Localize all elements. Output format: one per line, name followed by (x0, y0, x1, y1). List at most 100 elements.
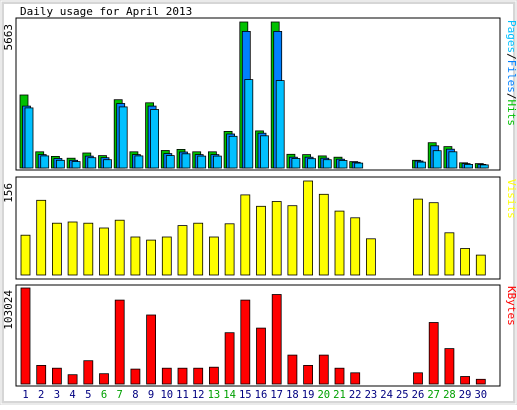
bar-pages-day-8 (134, 155, 144, 169)
day-label-16: 16 (255, 389, 268, 401)
bar-visits-day-15 (240, 194, 251, 276)
day-label-18: 18 (286, 389, 299, 401)
bar-pages-day-12 (197, 155, 207, 169)
bar-kbytes-day-13 (208, 366, 219, 385)
bar-kbytes-day-6 (99, 373, 109, 385)
bar-pages-day-27 (432, 150, 442, 169)
hits-panel-legend-part-1: / (505, 53, 517, 60)
bar-kbytes-day-16 (256, 327, 266, 385)
bar-pages-day-16 (260, 135, 269, 169)
bar-kbytes-day-1 (20, 287, 31, 385)
bar-pages-day-7 (118, 106, 128, 169)
hits-panel-max-label: 5663 (2, 24, 15, 51)
bar-kbytes-day-22 (350, 372, 361, 385)
day-label-6: 6 (101, 389, 107, 401)
day-label-4: 4 (69, 389, 75, 401)
day-label-30: 30 (474, 389, 487, 401)
bar-kbytes-day-3 (52, 367, 62, 385)
bar-pages-day-6 (103, 159, 112, 169)
day-label-13: 13 (208, 389, 221, 401)
bar-pages-day-13 (212, 155, 222, 169)
bar-visits-day-2 (36, 199, 47, 276)
bar-kbytes-day-8 (130, 368, 141, 385)
bar-kbytes-day-18 (287, 354, 298, 385)
bar-visits-day-20 (318, 193, 329, 276)
day-label-19: 19 (302, 389, 315, 401)
bar-visits-day-19 (303, 180, 314, 276)
bar-visits-day-8 (130, 236, 141, 276)
day-label-7: 7 (117, 389, 123, 401)
bar-pages-day-15 (244, 79, 254, 169)
day-label-2: 2 (38, 389, 44, 401)
bar-kbytes-day-28 (444, 348, 455, 385)
bar-visits-day-11 (177, 225, 188, 276)
day-label-12: 12 (192, 389, 205, 401)
visits-panel-max-label: 156 (2, 183, 15, 203)
day-label-8: 8 (132, 389, 138, 401)
bar-kbytes-day-7 (114, 299, 125, 385)
bar-visits-day-22 (350, 217, 361, 276)
visits-panel-legend: Visits (505, 179, 517, 219)
hits-panel-legend-part-0: Pages (505, 20, 517, 53)
kbytes-panel-legend-part-0: KBytes (505, 286, 517, 326)
bar-pages-day-4 (71, 161, 81, 169)
day-label-26: 26 (412, 389, 425, 401)
day-label-17: 17 (270, 389, 283, 401)
kbytes-panel-legend: KBytes (505, 286, 517, 326)
bar-visits-day-6 (99, 227, 109, 276)
bar-visits-day-9 (146, 239, 157, 276)
bar-visits-day-4 (67, 221, 78, 276)
bar-pages-day-3 (56, 159, 65, 169)
bar-pages-day-9 (150, 109, 160, 169)
bar-kbytes-day-11 (177, 367, 188, 385)
day-label-28: 28 (443, 389, 456, 401)
bar-visits-day-16 (256, 205, 266, 276)
bar-pages-day-5 (87, 157, 97, 169)
day-label-9: 9 (148, 389, 154, 401)
bar-kbytes-day-4 (67, 374, 78, 385)
hits-panel-legend: Pages/Files/Hits (505, 20, 517, 126)
bar-kbytes-day-14 (224, 332, 235, 385)
bar-visits-day-27 (428, 202, 439, 276)
kbytes-panel-max-label: 103024 (2, 290, 15, 330)
bar-kbytes-day-15 (240, 299, 251, 385)
bar-pages-day-29 (464, 163, 474, 169)
bar-pages-day-26 (417, 161, 426, 169)
bar-visits-day-28 (444, 232, 455, 276)
bar-visits-day-1 (20, 234, 31, 276)
bar-visits-day-5 (83, 222, 94, 276)
bar-pages-day-21 (338, 160, 348, 169)
bar-kbytes-day-29 (460, 376, 471, 385)
bar-kbytes-day-26 (413, 372, 423, 385)
bar-kbytes-day-19 (303, 364, 314, 385)
day-label-27: 27 (427, 389, 440, 401)
day-label-1: 1 (22, 389, 28, 401)
bar-kbytes-day-12 (193, 367, 204, 385)
day-label-5: 5 (85, 389, 91, 401)
day-label-15: 15 (239, 389, 252, 401)
hits-panel-legend-part-3: / (505, 93, 517, 100)
bar-pages-day-22 (354, 162, 364, 169)
bar-pages-day-28 (448, 151, 458, 169)
day-label-23: 23 (365, 389, 378, 401)
bar-visits-day-21 (334, 210, 345, 276)
day-label-25: 25 (396, 389, 409, 401)
bar-pages-day-18 (291, 158, 301, 169)
bar-kbytes-day-17 (271, 294, 282, 385)
bar-pages-day-2 (40, 155, 50, 169)
bar-visits-day-30 (475, 254, 486, 276)
bar-visits-day-17 (271, 201, 282, 276)
hits-panel-legend-part-4: Hits (505, 100, 517, 127)
bar-visits-day-12 (193, 222, 204, 276)
bar-visits-day-13 (208, 236, 219, 276)
chart-title: Daily usage for April 2013 (20, 5, 192, 18)
bar-visits-day-14 (224, 223, 235, 276)
bar-visits-day-7 (114, 219, 125, 276)
bar-visits-day-10 (161, 236, 172, 276)
bar-pages-day-1 (24, 107, 34, 169)
day-label-24: 24 (380, 389, 393, 401)
bar-kbytes-day-9 (146, 314, 157, 385)
